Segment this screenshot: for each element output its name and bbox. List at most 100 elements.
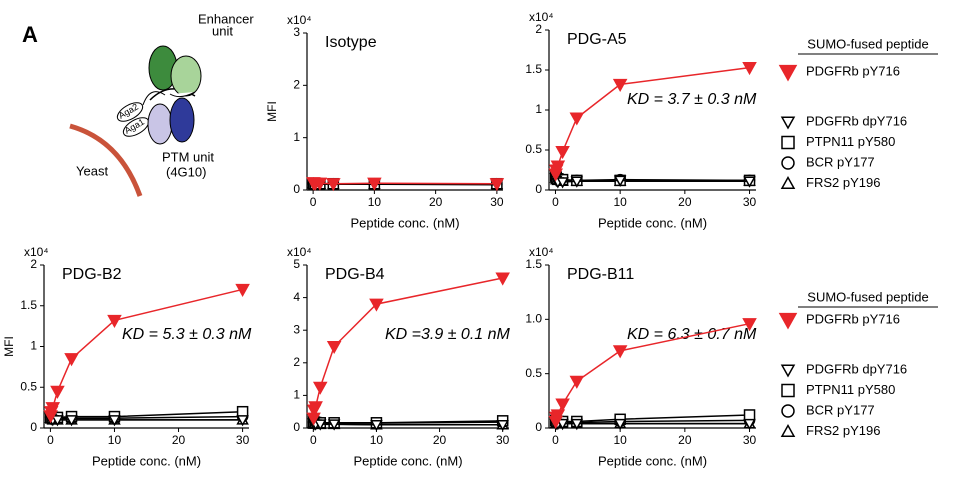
marker <box>45 402 61 416</box>
y-tick-label: 0.5 <box>525 142 542 156</box>
marker <box>569 375 585 389</box>
y-tick-label: 0 <box>535 182 542 196</box>
y-tick-label: 1.0 <box>525 312 542 326</box>
y-tick-label: 3 <box>293 25 300 39</box>
marker <box>780 116 796 130</box>
panel-label: A <box>22 22 38 47</box>
x-axis-label: Peptide conc. (nM) <box>598 215 707 230</box>
marker <box>556 177 569 189</box>
enhancer-base <box>169 91 196 98</box>
y-tick-label: 1 <box>30 339 37 353</box>
chart-title: PDG-B2 <box>62 266 122 283</box>
x-tick-label: 20 <box>678 433 692 447</box>
x-tick-label: 20 <box>678 195 692 209</box>
y-tick-label: 5 <box>293 257 300 271</box>
marker <box>555 146 570 160</box>
legend-title: SUMO-fused peptide <box>807 289 928 304</box>
x-axis-label: Peptide conc. (nM) <box>92 453 201 468</box>
annotation: KD = 6.3 ± 0.7 nM <box>627 326 757 343</box>
marker <box>550 409 566 423</box>
y-tick-label: 1 <box>293 130 300 144</box>
x-axis-label: Peptide conc. (nM) <box>598 453 707 468</box>
legend-label: BCR pY177 <box>806 402 875 417</box>
x-tick-label: 0 <box>310 433 317 447</box>
series-line <box>312 277 503 419</box>
marker <box>612 345 628 359</box>
marker <box>312 177 328 191</box>
x-axis-label: Peptide conc. (nM) <box>350 215 459 230</box>
legend-label: PDGFRb pY716 <box>806 311 900 326</box>
marker <box>743 418 756 431</box>
y-tick-label: 1 <box>535 102 542 116</box>
y-tick-label: 3 <box>293 322 300 336</box>
marker <box>555 398 570 412</box>
scale-label: x10⁴ <box>287 13 312 27</box>
marker <box>780 364 796 378</box>
x-tick-label: 20 <box>429 195 443 209</box>
x-tick-label: 30 <box>743 195 757 209</box>
marker <box>570 176 584 188</box>
marker <box>742 318 757 332</box>
scale-label: x10⁴ <box>529 10 554 24</box>
x-tick-label: 0 <box>552 195 559 209</box>
marker <box>489 178 505 192</box>
marker <box>612 78 628 92</box>
marker <box>313 419 327 431</box>
y-tick-label: 2 <box>30 257 37 271</box>
chart-title: Isotype <box>325 34 377 51</box>
y-tick-label: 1.5 <box>525 62 542 76</box>
x-tick-label: 20 <box>172 433 186 447</box>
y-tick-label: 0 <box>293 420 300 434</box>
x-tick-label: 30 <box>236 433 250 447</box>
marker <box>743 176 756 188</box>
series-line <box>554 66 750 175</box>
y-tick-label: 2 <box>535 22 542 36</box>
marker <box>107 314 122 328</box>
legend-label: FRS2 pY196 <box>806 423 880 438</box>
chart-title: PDG-B11 <box>567 266 634 283</box>
diagram-label: Yeast <box>76 163 108 178</box>
marker <box>495 272 510 286</box>
series-line <box>49 288 243 416</box>
diagram-label: PTM unit <box>162 149 214 164</box>
annotation: KD = 5.3 ± 0.3 nM <box>122 326 252 343</box>
marker <box>778 64 798 82</box>
y-tick-label: 1 <box>293 388 300 402</box>
marker <box>496 419 509 432</box>
ptm-heavy <box>169 97 195 143</box>
y-tick-label: 1.5 <box>20 298 37 312</box>
marker <box>51 415 64 427</box>
marker <box>108 415 121 427</box>
y-tick-label: 0.5 <box>20 379 37 393</box>
marker <box>64 353 79 367</box>
x-tick-label: 30 <box>490 195 504 209</box>
series-line <box>312 182 497 185</box>
chart-title: PDG-A5 <box>567 31 627 48</box>
marker <box>778 312 798 330</box>
marker <box>327 419 341 431</box>
marker <box>367 177 382 191</box>
legend-label: PDGFRb dpY716 <box>806 361 907 376</box>
x-tick-label: 20 <box>433 433 447 447</box>
series-line <box>555 175 750 182</box>
marker <box>236 415 249 427</box>
scale-label: x10⁴ <box>529 245 554 259</box>
marker <box>556 418 569 431</box>
marker <box>370 419 383 432</box>
diagram-label: unit <box>212 23 233 38</box>
linker <box>142 91 166 106</box>
marker <box>369 298 384 312</box>
legend-label: PDGFRb dpY716 <box>806 113 907 128</box>
x-tick-label: 10 <box>613 433 627 447</box>
marker <box>235 283 250 297</box>
ptm-light <box>147 103 173 145</box>
enhancer-light <box>170 55 202 97</box>
diagram-label: Enhancer <box>198 11 254 26</box>
aga2-shape <box>116 102 144 122</box>
marker <box>569 112 585 126</box>
x-tick-label: 10 <box>613 195 627 209</box>
diagram: Enhancer unit Aga2 Aga1 Yeast PTM unit (… <box>69 11 254 197</box>
y-tick-label: 0 <box>535 420 542 434</box>
x-tick-label: 10 <box>368 195 382 209</box>
